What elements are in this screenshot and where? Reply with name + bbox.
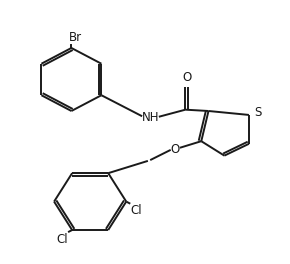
Text: Cl: Cl	[56, 233, 68, 246]
Text: Cl: Cl	[131, 204, 142, 217]
Text: NH: NH	[142, 111, 160, 124]
Text: O: O	[171, 143, 180, 155]
Text: Br: Br	[68, 31, 82, 44]
Text: O: O	[182, 71, 191, 84]
Text: S: S	[254, 106, 262, 119]
